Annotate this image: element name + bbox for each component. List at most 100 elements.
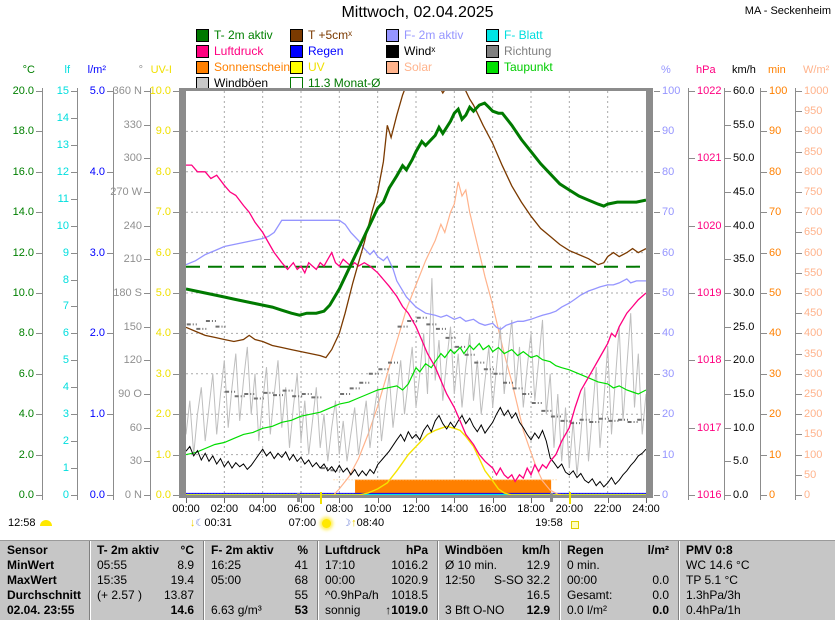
legend-swatch [196, 60, 209, 74]
axis-tick [107, 252, 113, 254]
x-axis-tick [454, 498, 456, 503]
axis-tick [36, 373, 42, 375]
series-t-2m-aktiv [186, 101, 646, 317]
table-cell: 00:00 1020.9 [325, 573, 428, 587]
axis-tick-label: 10.0 [733, 421, 755, 434]
legend-item-10: Solar [386, 59, 486, 75]
axis-tick [725, 158, 731, 160]
axis-tick [689, 495, 695, 496]
x-axis-tick [646, 498, 647, 503]
axis-tick-label: 12.0 [12, 246, 34, 259]
axis-tick-label: 1022 [697, 85, 722, 97]
axis-tick-label: 20.0 [733, 354, 755, 367]
table-header-cell: PMV 0:8 [686, 543, 733, 557]
axis-tick-label: 60.0 [733, 85, 755, 97]
axis-tick [144, 360, 150, 362]
axis-tick [761, 131, 767, 133]
table-cell: ^0.9hPa/h 1018.5 [325, 588, 428, 602]
axis-tick-label: 100 [804, 448, 823, 461]
axis-tick-label: 6 [62, 327, 69, 340]
legend-swatch [486, 44, 499, 58]
axis-tick [36, 495, 42, 496]
legend-label: T +5cmˣ [308, 28, 353, 42]
axis-tick-label: 100 [662, 85, 681, 97]
axis-tick-label: 5.0 [89, 85, 105, 97]
legend-swatch [290, 28, 303, 42]
axis-tick-label: 2 [62, 435, 69, 448]
axis-tick [173, 454, 179, 456]
table-cell: 12:50 S-SO 32.2 [445, 573, 550, 587]
table-header-cell: Windböen km/h [445, 543, 550, 557]
table-col-t-2m-aktiv: T- 2m aktiv °C 05:55 8.9 15:35 19.4 (+ 2.57 ) 1… [89, 541, 203, 620]
sunrise-label: 07:00 [288, 517, 317, 529]
axis-tick [796, 252, 802, 254]
axis-tick-label: 15 [56, 85, 69, 97]
axis-tick [654, 373, 660, 375]
legend-item-5: Regen [290, 43, 386, 59]
axis-header-l-4: UV-I [150, 64, 172, 76]
legend-label: UV [308, 60, 325, 74]
table-cell: 55 [294, 588, 308, 602]
table-header-cell: Luftdruck hPa [325, 543, 428, 557]
legend-label: Richtung [504, 44, 552, 58]
axis-header-l-3: ° [138, 64, 143, 76]
axis-tick-label: 2.0 [89, 327, 105, 340]
axis-tick [71, 225, 77, 227]
x-axis-label: 04:00 [248, 503, 277, 515]
axis-tick-label: 2.0 [155, 408, 171, 421]
axis-tick-label: 3.0 [155, 367, 171, 380]
axis-tick [654, 454, 660, 456]
x-axis-tick [224, 498, 226, 503]
axis-tick-label: 20 [662, 408, 675, 421]
axis-tick [725, 360, 731, 362]
axis-tick [107, 171, 113, 173]
axis-tick-label: 40.0 [733, 219, 755, 232]
axis-tick [796, 151, 802, 153]
axis-tick-label: 15.0 [733, 388, 755, 400]
axis-tick-label: 1 [62, 462, 69, 475]
legend-label: 11.3 Monat-Ø [308, 76, 381, 90]
axis-tick [796, 333, 802, 335]
axis-tick-label: 0 [769, 489, 776, 501]
axis-tick-label: 45.0 [733, 186, 755, 198]
table-row-label: MinWert [7, 558, 55, 572]
axis-tick [761, 293, 767, 294]
axis-tick-label: 300 [123, 152, 142, 165]
axis-header-r-0: % [661, 64, 671, 76]
axis-tick [796, 434, 802, 436]
axis-tick [71, 495, 77, 496]
legend-item-12: Windböen [196, 75, 290, 91]
x-axis-label: 14:00 [440, 503, 469, 515]
axis-tick-label: 1020 [697, 219, 722, 232]
series-solar [186, 181, 646, 495]
axis-tick-label: 90 O [118, 388, 142, 400]
table-col-sensor: Sensor MinWert MaxWert Durchschnitt 02.04. 2… [0, 541, 89, 620]
series-windb-en [186, 278, 646, 475]
table-col-f-2m-aktiv: F- 2m aktiv% 16:25 41 05:00 68 55 6.63 g/m³ 53 [203, 541, 317, 620]
axis-tick-label: 0 [62, 489, 69, 501]
baseline-gray-tick [550, 493, 554, 502]
axis-tick-label: 500 [804, 287, 823, 299]
axis-tick-label: 400 [804, 327, 823, 340]
axis-tick-label: 10.0 [12, 287, 34, 299]
table-cell: 16.5 [526, 588, 550, 602]
legend-item-11: Taupunkt [486, 59, 602, 75]
axis-tick-label: 40 [662, 327, 675, 340]
axis-tick [796, 313, 802, 315]
axis-tick-label: 200 [804, 408, 823, 421]
axis-tick-label: 210 [123, 253, 142, 266]
axis-tick-label: 750 [804, 186, 823, 198]
axis-tick-label: 1021 [697, 152, 722, 165]
axis-tick [71, 306, 77, 308]
axis-tick [796, 272, 802, 274]
table-cell: (+ 2.57 ) 13.87 [97, 588, 194, 602]
legend-label: Sonnenschein [214, 60, 291, 74]
table-cell: sonnig ↑1019.0 [325, 603, 428, 617]
solar-noon-icon [39, 520, 52, 526]
axis-tick [689, 427, 695, 429]
axis-tick [71, 468, 77, 470]
series-t-5cm- [186, 91, 646, 359]
axis-tick [36, 131, 42, 133]
axis-tick-label: 180 S [113, 287, 142, 299]
axis-tick-label: 60 [769, 246, 782, 259]
